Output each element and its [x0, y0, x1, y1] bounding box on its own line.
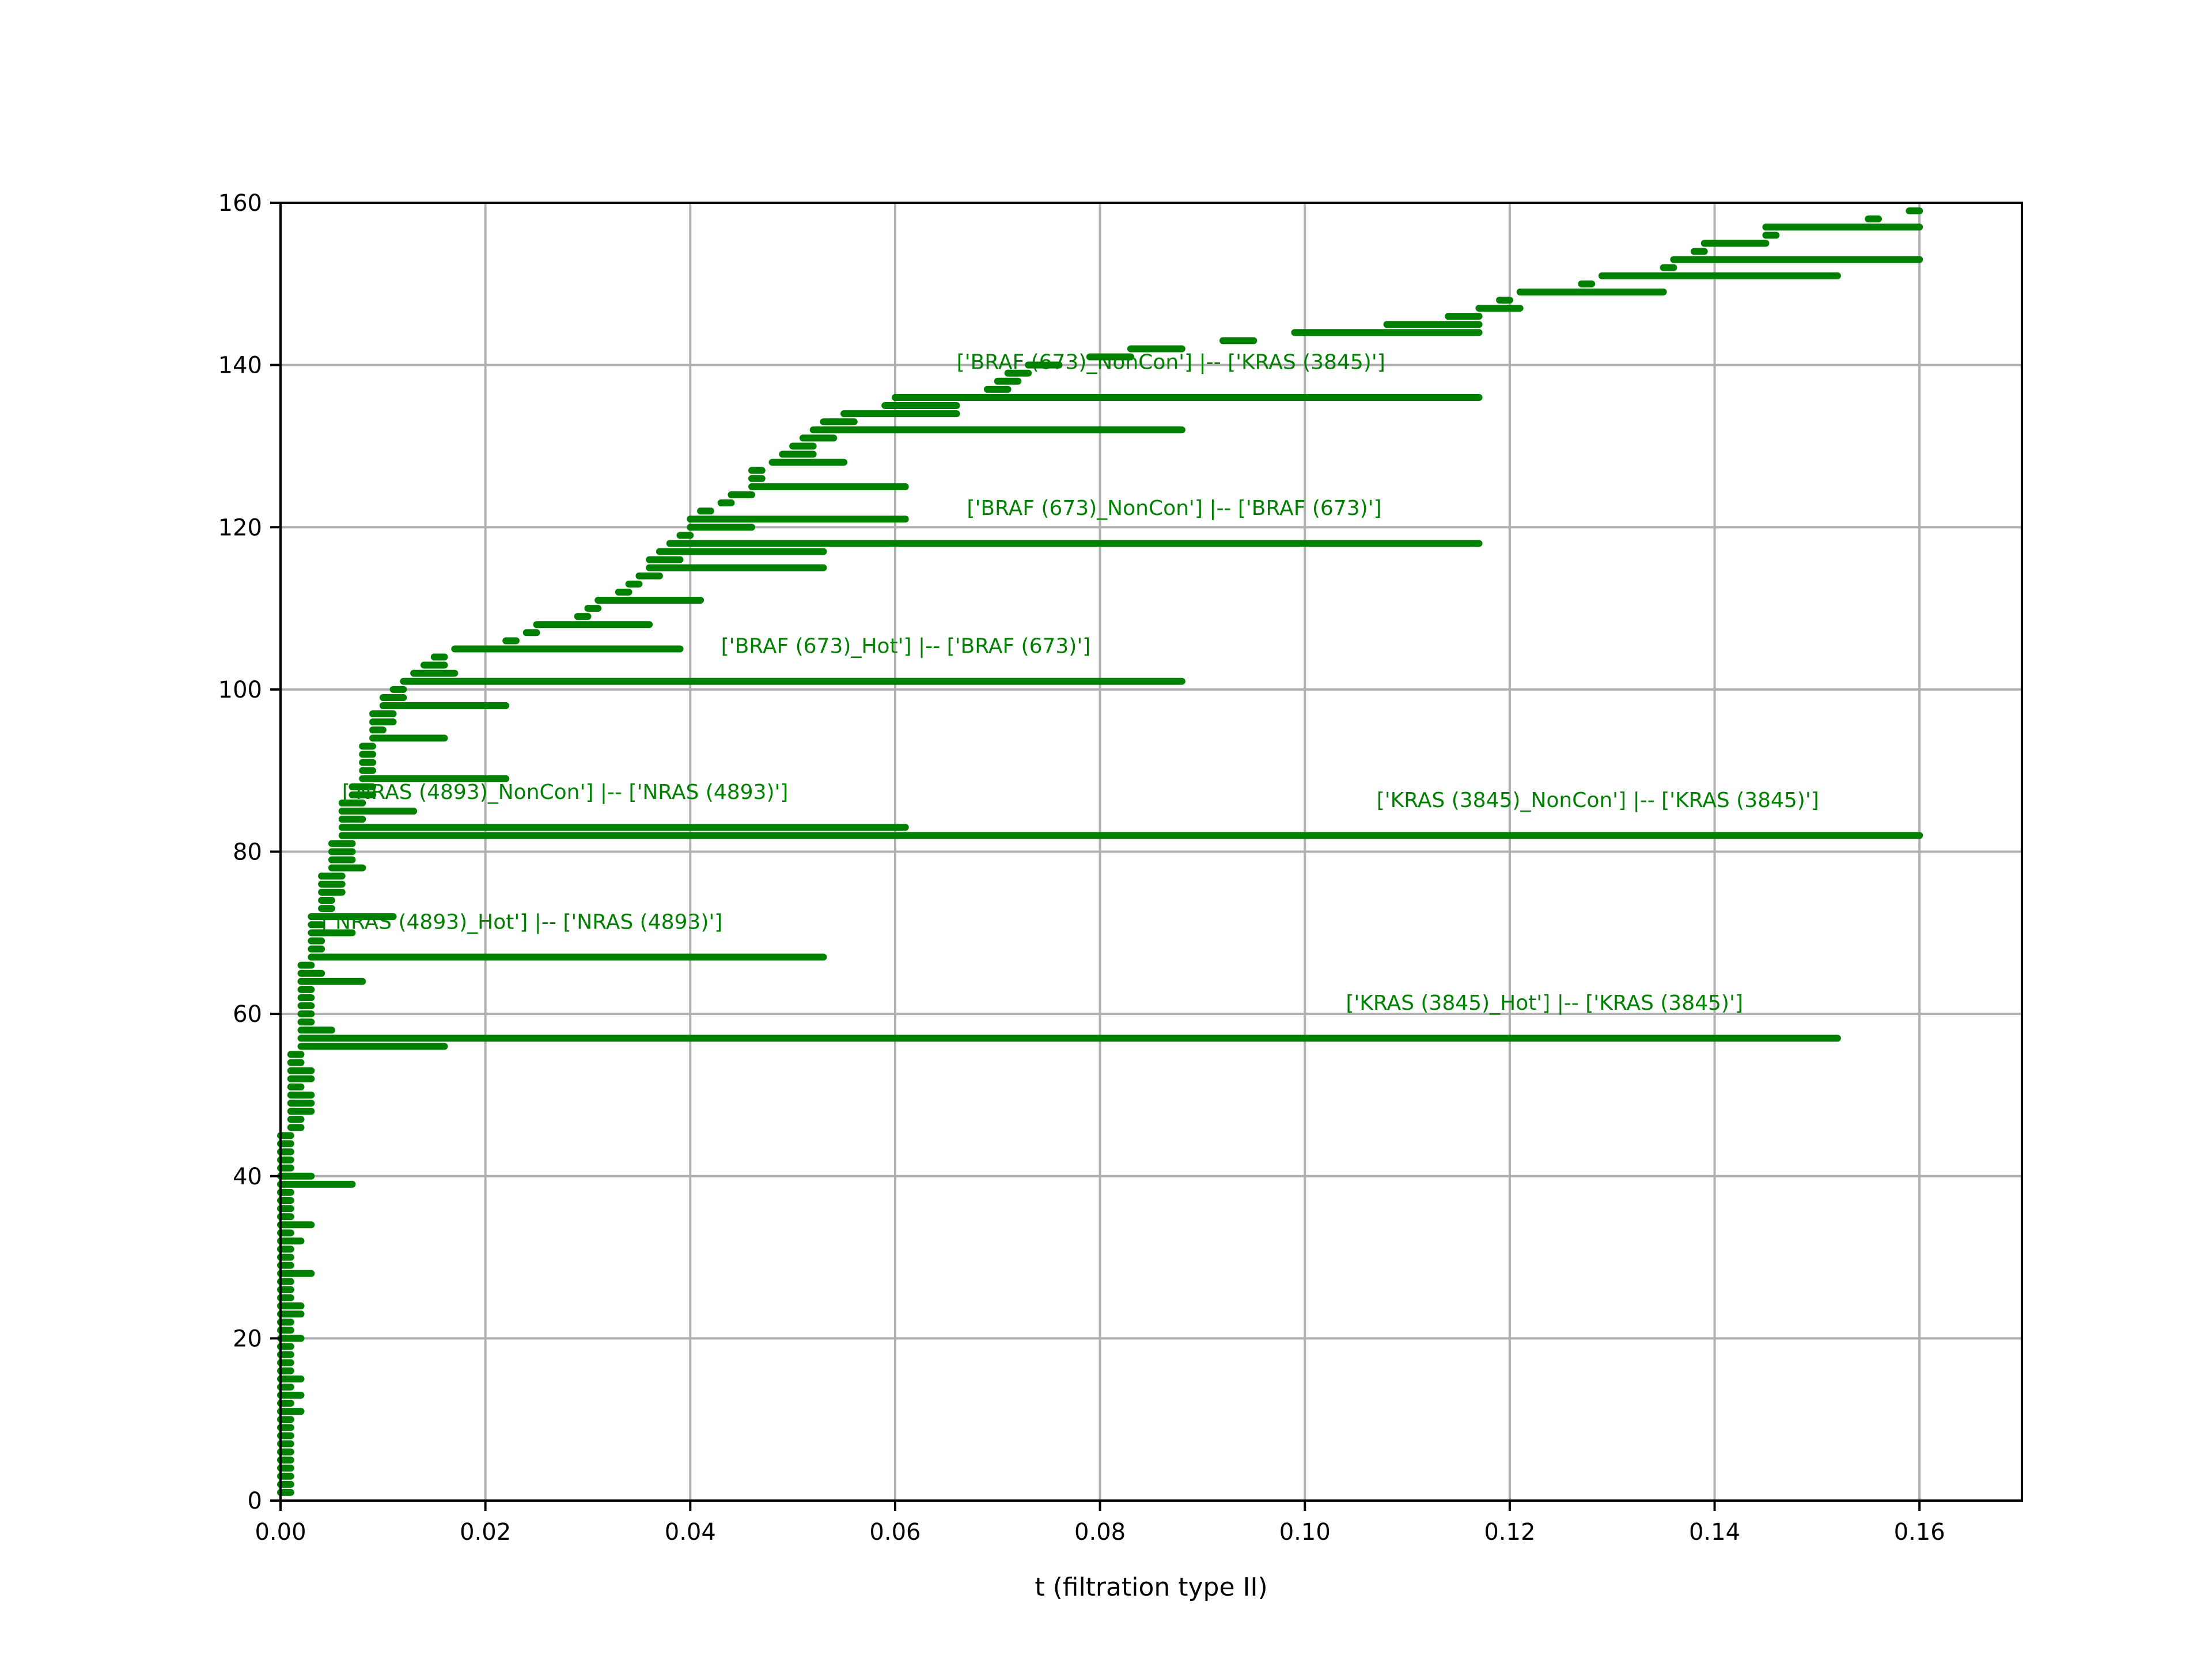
bar-annotation: ['BRAF (673)_Hot'] |-- ['BRAF (673)'] [721, 635, 1091, 658]
x-tick-label: 0.00 [255, 1519, 306, 1546]
bar-annotation: ['NRAS (4893)_Hot'] |-- ['NRAS (4893)'] [321, 910, 722, 934]
x-tick-label: 0.12 [1484, 1519, 1535, 1546]
y-tick-label: 80 [233, 839, 262, 866]
y-tick-label: 120 [218, 514, 262, 541]
bar-annotation: ['KRAS (3845)_Hot'] |-- ['KRAS (3845)'] [1346, 991, 1743, 1015]
y-axis-ticks: 0 20 40 60 80 100 120 140 160 [218, 190, 281, 1514]
y-tick-label: 0 [248, 1488, 262, 1514]
x-tick-label: 0.02 [460, 1519, 511, 1546]
x-tick-label: 0.06 [869, 1519, 921, 1546]
y-tick-label: 60 [233, 1001, 262, 1028]
bar-annotation: ['KRAS (3845)_NonCon'] |-- ['KRAS (3845)… [1377, 789, 1819, 812]
y-tick-label: 100 [218, 677, 262, 703]
y-tick-label: 160 [218, 190, 262, 217]
x-tick-label: 0.16 [1894, 1519, 1945, 1546]
y-tick-label: 140 [218, 353, 262, 379]
x-axis-ticks: 0.00 0.02 0.04 0.06 0.08 0.10 0.12 0.14 0.16 [255, 1501, 1945, 1546]
bar-annotation: ['NRAS (4893)_NonCon'] |-- ['NRAS (4893)… [342, 781, 789, 804]
bar-annotations: ['BRAF (673)_NonCon'] |-- ['KRAS (3845)'… [321, 351, 1819, 1015]
barcode-bars [277, 207, 1923, 1496]
bar-annotation: ['BRAF (673)_NonCon'] |-- ['KRAS (3845)'… [957, 351, 1385, 374]
bar-annotation: ['BRAF (673)_NonCon'] |-- ['BRAF (673)'] [967, 497, 1381, 520]
x-tick-label: 0.14 [1689, 1519, 1740, 1546]
y-tick-label: 40 [233, 1164, 262, 1190]
x-tick-label: 0.04 [665, 1519, 716, 1546]
x-tick-label: 0.08 [1074, 1519, 1126, 1546]
y-tick-label: 20 [233, 1325, 262, 1352]
x-tick-label: 0.10 [1279, 1519, 1331, 1546]
x-axis-label: t (filtration type II) [1035, 1573, 1267, 1602]
